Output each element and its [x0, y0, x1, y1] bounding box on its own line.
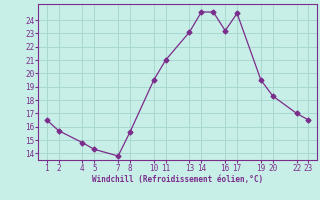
- X-axis label: Windchill (Refroidissement éolien,°C): Windchill (Refroidissement éolien,°C): [92, 175, 263, 184]
